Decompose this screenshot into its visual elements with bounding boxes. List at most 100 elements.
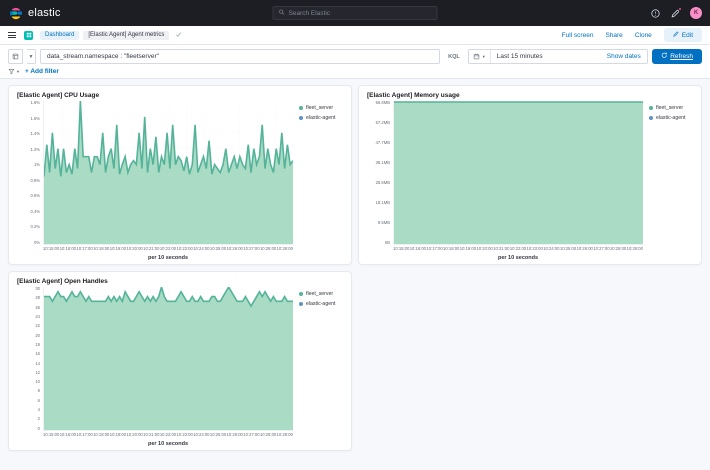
x-tick-label: 10:27:00: [243, 432, 260, 437]
panel-title-memory: [Elastic Agent] Memory usage: [367, 92, 460, 99]
filter-icon[interactable]: ▼: [8, 68, 20, 75]
x-tick-label: 10:19:00: [109, 432, 127, 437]
pencil-icon: [673, 31, 679, 39]
data-view-icon[interactable]: [8, 49, 23, 64]
y-tick-label: 0: [37, 425, 40, 431]
panel-cpu-usage[interactable]: [Elastic Agent] CPU Usage 1.8% 1.6% 1.4% 1.…: [8, 85, 352, 265]
x-tick-label: 10:16:00: [59, 246, 76, 251]
x-tick-label: 10:27:00: [243, 246, 260, 251]
legend-item-label: fleet_server: [306, 105, 334, 111]
query-language-button[interactable]: KQL: [448, 53, 460, 60]
y-tick-label: 28.6MB: [375, 179, 390, 185]
legend-color-swatch: [299, 116, 303, 120]
x-tick-label: 10:23:00: [176, 432, 193, 437]
legend-item-label: elastic-agent: [306, 301, 336, 307]
breadcrumb-current[interactable]: [Elastic Agent] Agent metrics: [83, 30, 170, 40]
clone-button[interactable]: Clone: [634, 31, 652, 39]
breadcrumb-dashboard[interactable]: Dashboard: [40, 30, 80, 40]
x-tick-label: 10:18:00: [93, 246, 110, 251]
query-bar: ▼ data_stream.namespace : "fleetserver" …: [0, 45, 710, 79]
share-button[interactable]: Share: [605, 31, 623, 39]
global-search-input[interactable]: Search Elastic: [272, 6, 438, 20]
panel-memory-usage[interactable]: [Elastic Agent] Memory usage 66.8MB 57.2M…: [358, 85, 702, 265]
x-tick-label: 10:28:00: [609, 246, 627, 251]
x-tick-label: 10:23:00: [526, 246, 543, 251]
x-tick-label: 10:19:00: [109, 246, 127, 251]
y-tick-label: 26: [35, 304, 40, 310]
x-tick-label: 10:20:00: [126, 432, 143, 437]
y-axis-cpu: 1.8% 1.6% 1.4% 1.2% 1% 0.8% 0.6% 0.4% 0.2% 0%: [15, 100, 43, 245]
legend-item-elastic-agent[interactable]: elastic-agent: [299, 115, 345, 121]
feedback-icon[interactable]: [670, 6, 682, 19]
x-tick-label: 10:26:00: [226, 246, 243, 251]
full-screen-button[interactable]: Full screen: [561, 31, 594, 39]
legend-color-swatch: [299, 292, 303, 296]
edit-button[interactable]: Edit: [663, 28, 702, 42]
plot-cpu[interactable]: [43, 101, 293, 245]
x-tick-label: 10:29:00: [276, 432, 293, 437]
refresh-button[interactable]: Refresh: [651, 49, 702, 64]
legend-item-fleet_server[interactable]: fleet_server: [649, 105, 695, 111]
plot-memory[interactable]: [393, 101, 643, 245]
help-icon[interactable]: [650, 8, 661, 19]
global-header: elastic Search Elastic K: [0, 0, 710, 26]
y-tick-label: 47.7MB: [375, 139, 390, 145]
x-tick-label: 10:15:00: [43, 432, 60, 437]
x-tick-label: 10:28:00: [259, 432, 277, 437]
check-icon: [175, 31, 182, 40]
y-tick-label: 16: [35, 351, 40, 357]
y-tick-label: 24: [35, 313, 40, 319]
legend-item-elastic-agent[interactable]: elastic-agent: [299, 301, 345, 307]
legend-item-elastic-agent[interactable]: elastic-agent: [649, 115, 695, 121]
x-tick-label: 10:22:00: [509, 246, 527, 251]
hamburger-icon[interactable]: [8, 32, 16, 38]
avatar[interactable]: K: [690, 7, 702, 19]
filter-row: ▼ + Add filter: [8, 68, 702, 75]
notification-badge: [678, 6, 682, 11]
legend-memory: fleet_server elastic-agent: [643, 101, 695, 261]
query-input[interactable]: data_stream.namespace : "fleetserver": [40, 49, 441, 64]
global-search-placeholder: Search Elastic: [288, 9, 331, 17]
add-filter-button[interactable]: + Add filter: [24, 68, 59, 75]
x-tick-label: 10:25:00: [559, 246, 577, 251]
show-dates-button[interactable]: Show dates: [606, 53, 641, 60]
legend-item-fleet_server[interactable]: fleet_server: [299, 291, 345, 297]
chart-handles: 30 28 26 24 22 20 18 16 14 12 10 8 6 4 2 0 10:15:00 10:1…: [15, 286, 293, 447]
plot-handles[interactable]: [43, 287, 293, 431]
x-axis-title-handles: per 10 seconds: [147, 441, 189, 447]
date-picker: ▼ Last 15 minutes Show dates: [467, 49, 648, 64]
panel-open-handles[interactable]: [Elastic Agent] Open Handles 30 28 26 24 22 2…: [8, 271, 352, 451]
y-tick-label: 12: [35, 369, 40, 375]
calendar-icon[interactable]: ▼: [469, 50, 491, 63]
x-tick-label: 10:17:00: [76, 432, 93, 437]
y-tick-label: 18: [35, 341, 40, 347]
x-axis-handles: 10:15:00 10:16:00 10:17:00 10:18:00 10:19:00…: [43, 431, 293, 440]
x-tick-label: 10:17:00: [76, 246, 93, 251]
filter-chevron-down-icon[interactable]: ▼: [16, 69, 20, 74]
x-tick-label: 10:15:00: [43, 246, 60, 251]
legend-item-label: elastic-agent: [306, 115, 336, 121]
x-tick-label: 10:19:00: [459, 246, 477, 251]
elastic-brand[interactable]: elastic: [10, 7, 61, 20]
x-tick-label: 10:29:00: [276, 246, 293, 251]
panel-body-handles: 30 28 26 24 22 20 18 16 14 12 10 8 6 4 2 0 10:15:00 10:1…: [15, 286, 345, 447]
data-view-chevron-down-icon[interactable]: ▼: [27, 49, 36, 64]
y-axis-handles: 30 28 26 24 22 20 18 16 14 12 10 8 6 4 2 0: [15, 286, 43, 431]
query-row: ▼ data_stream.namespace : "fleetserver" …: [8, 49, 702, 64]
date-picker-chevron-down-icon[interactable]: ▼: [481, 54, 486, 59]
legend-item-fleet_server[interactable]: fleet_server: [299, 105, 345, 111]
x-tick-label: 10:17:00: [426, 246, 443, 251]
legend-cpu: fleet_server elastic-agent: [293, 101, 345, 261]
y-tick-label: 2: [37, 416, 40, 422]
y-tick-label: 1.6%: [30, 115, 40, 121]
x-axis-memory: 10:15:00 10:16:00 10:17:00 10:18:00 10:19:00…: [393, 245, 643, 254]
dashboard-actions: Full screen Share Clone Edit: [562, 28, 702, 42]
chart-memory: 66.8MB 57.2MB 47.7MB 38.1MB 28.6MB 19.1MB 9.5M…: [365, 100, 643, 261]
legend-item-label: elastic-agent: [656, 115, 686, 121]
dashboard-app-icon[interactable]: [24, 30, 33, 40]
time-range-value[interactable]: Last 15 minutes: [496, 53, 543, 60]
x-tick-label: 10:15:00: [393, 246, 410, 251]
x-axis-title-cpu: per 10 seconds: [147, 255, 189, 261]
y-tick-label: 9.5MB: [377, 219, 390, 225]
y-tick-label: 0B: [384, 239, 390, 245]
